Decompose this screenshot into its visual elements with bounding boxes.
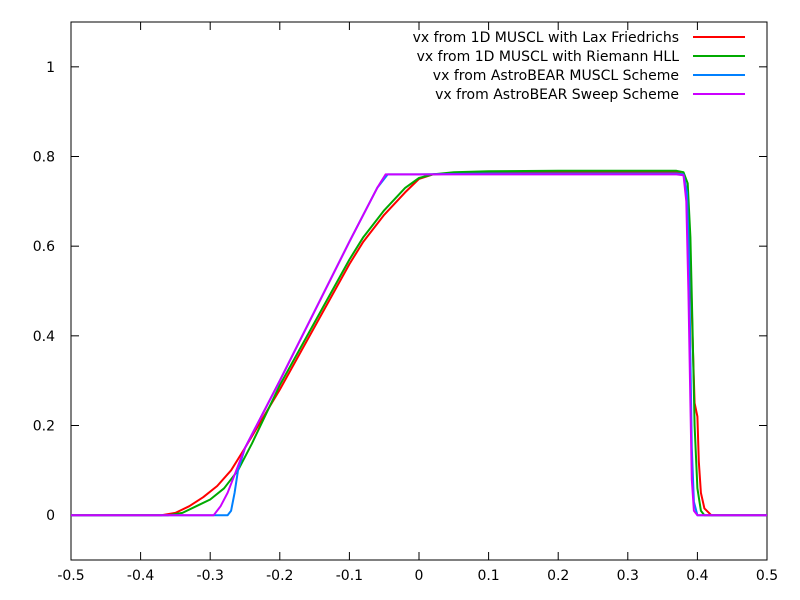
legend-label-3: vx from AstroBEAR MUSCL Scheme <box>433 68 679 84</box>
series-line-1 <box>71 171 767 517</box>
legend-label-1: vx from 1D MUSCL with Lax Friedrichs <box>413 30 679 46</box>
x-tick-label: -0.5 <box>57 568 84 584</box>
x-tick-label: 0.2 <box>547 568 569 584</box>
x-tick-label: -0.1 <box>336 568 363 584</box>
y-tick-label: 0.4 <box>33 329 55 345</box>
legend: vx from 1D MUSCL with Lax Friedrichs vx f… <box>413 30 745 103</box>
series-line-4 <box>71 173 767 517</box>
x-tick-label: -0.2 <box>266 568 293 584</box>
x-tick-label: 0 <box>415 568 424 584</box>
y-tick-label: 1 <box>46 60 55 76</box>
series-lines <box>71 169 767 517</box>
series-line-2 <box>71 169 767 517</box>
x-tick-label: 0.5 <box>756 568 778 584</box>
y-tick-label: 0.8 <box>33 150 55 166</box>
y-axis: 0 0.2 0.4 0.6 0.8 1 <box>33 60 767 524</box>
x-axis: -0.5 -0.4 -0.3 -0.2 -0.1 0 0.1 0.2 0.3 0.4 0.5 <box>57 22 778 584</box>
y-tick-label: 0 <box>46 508 55 524</box>
series-line-3 <box>71 172 767 517</box>
y-tick-label: 0.6 <box>33 239 55 255</box>
x-tick-label: 0.1 <box>477 568 499 584</box>
y-tick-label: 0.2 <box>33 419 55 435</box>
x-tick-label: -0.3 <box>197 568 224 584</box>
x-tick-label: 0.3 <box>617 568 639 584</box>
x-tick-label: 0.4 <box>686 568 708 584</box>
legend-label-2: vx from 1D MUSCL with Riemann HLL <box>417 49 680 65</box>
legend-label-4: vx from AstroBEAR Sweep Scheme <box>435 87 679 103</box>
x-tick-label: -0.4 <box>127 568 154 584</box>
